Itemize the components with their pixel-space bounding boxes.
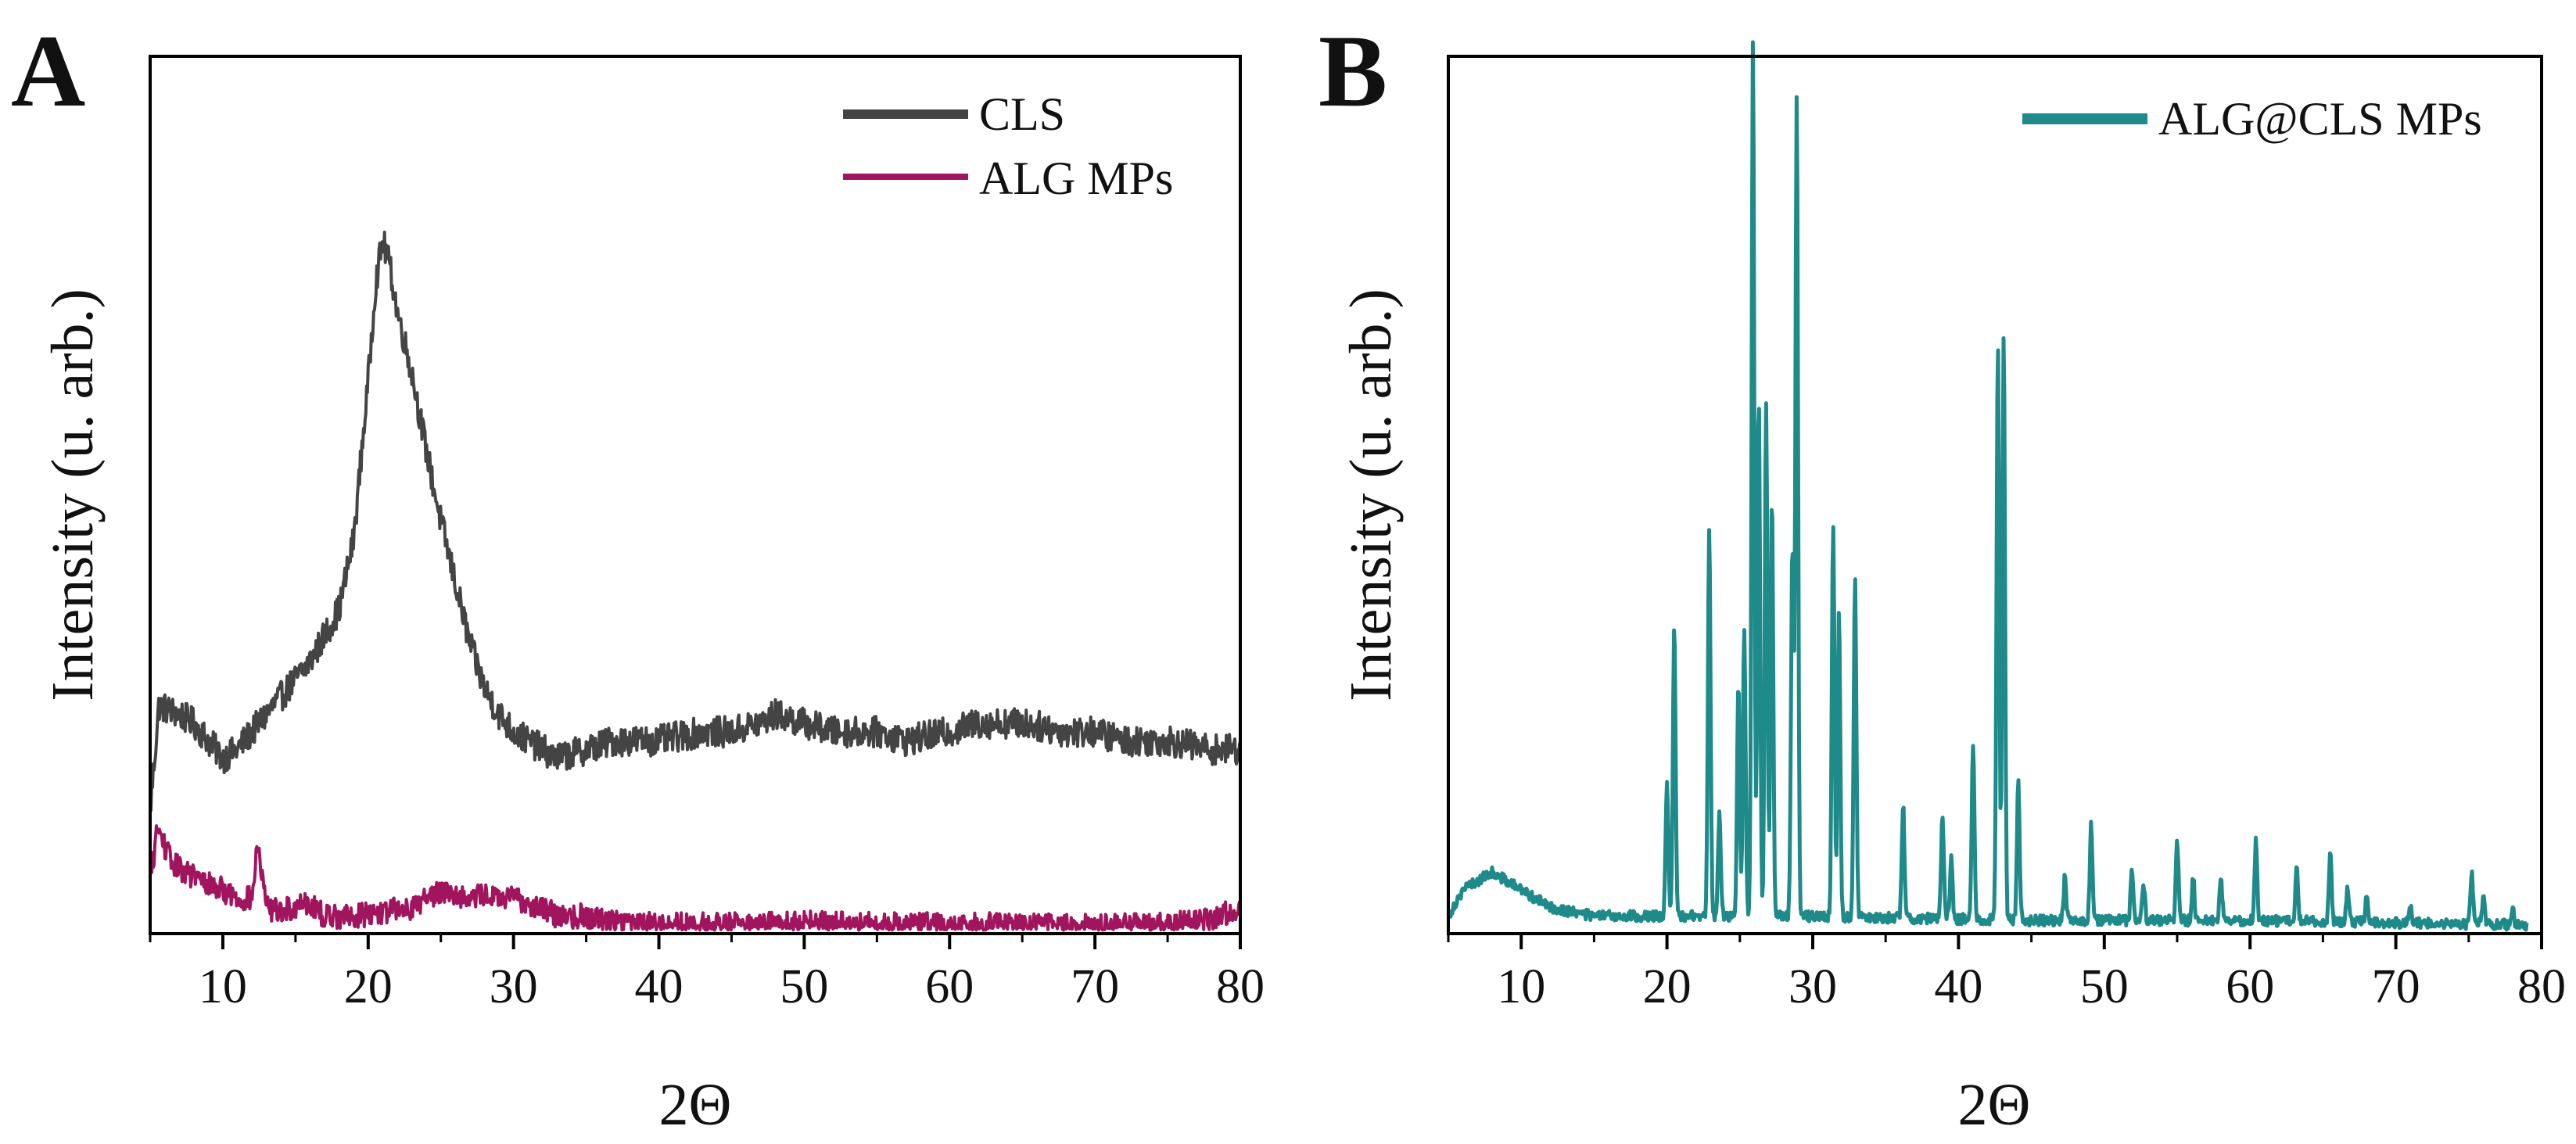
x-tick-label: 80 — [1216, 960, 1265, 1013]
x-tick-label: 50 — [2080, 960, 2129, 1013]
panel-a-plot-frame — [149, 55, 1242, 935]
legend-label-cls: CLS — [979, 88, 1065, 140]
series-line-alg-mps — [149, 824, 1242, 932]
panel-a-label: A — [11, 13, 85, 128]
x-tick-label: 70 — [2372, 960, 2420, 1013]
series-line-cls — [149, 230, 1242, 812]
legend-label-alg-cls-mps: ALG@CLS MPs — [2158, 93, 2482, 145]
panel-b-x-ticks: 10 20 30 40 50 60 70 80 — [1447, 934, 2566, 1013]
panel-b-x-axis-title: 2Θ — [1958, 1072, 2031, 1138]
x-tick-label: 60 — [925, 960, 974, 1013]
panel-b-legend: ALG@CLS MPs — [2022, 93, 2482, 145]
x-tick-label: 30 — [490, 960, 538, 1013]
x-tick-label: 10 — [199, 960, 247, 1013]
panel-a-x-ticks: 10 20 30 40 50 60 70 80 — [149, 934, 1265, 1013]
x-tick-label: 10 — [1497, 960, 1545, 1013]
series-line-alg-cls-mps — [1446, 40, 2529, 932]
x-tick-label: 70 — [1071, 960, 1119, 1013]
panel-b-plot-frame — [1447, 55, 2543, 935]
panel-b: B 10 20 30 40 50 60 70 80 2Θ Intensity (u. arb.… — [1318, 13, 2566, 1138]
x-tick-label: 20 — [344, 960, 393, 1013]
x-tick-label: 80 — [2517, 960, 2566, 1013]
panel-a-series — [149, 230, 1242, 932]
x-tick-label: 60 — [2226, 960, 2274, 1013]
panel-b-y-axis-title: Intensity (u. arb.) — [1338, 289, 1404, 701]
x-tick-label: 30 — [1788, 960, 1837, 1013]
panel-b-series — [1446, 40, 2529, 932]
panel-b-label: B — [1318, 13, 1387, 128]
x-tick-label: 50 — [780, 960, 828, 1013]
x-tick-label: 20 — [1643, 960, 1692, 1013]
x-tick-label: 40 — [1934, 960, 1982, 1013]
panel-a: A 10 20 30 40 50 60 70 80 2Θ Intensity (u. arb.… — [11, 13, 1265, 1138]
legend-label-alg-mps: ALG MPs — [979, 152, 1173, 204]
x-tick-label: 40 — [635, 960, 683, 1013]
panel-a-y-axis-title: Intensity (u. arb.) — [40, 289, 106, 701]
panel-a-legend: CLS ALG MPs — [843, 88, 1173, 204]
panel-a-x-axis-title: 2Θ — [659, 1072, 732, 1138]
